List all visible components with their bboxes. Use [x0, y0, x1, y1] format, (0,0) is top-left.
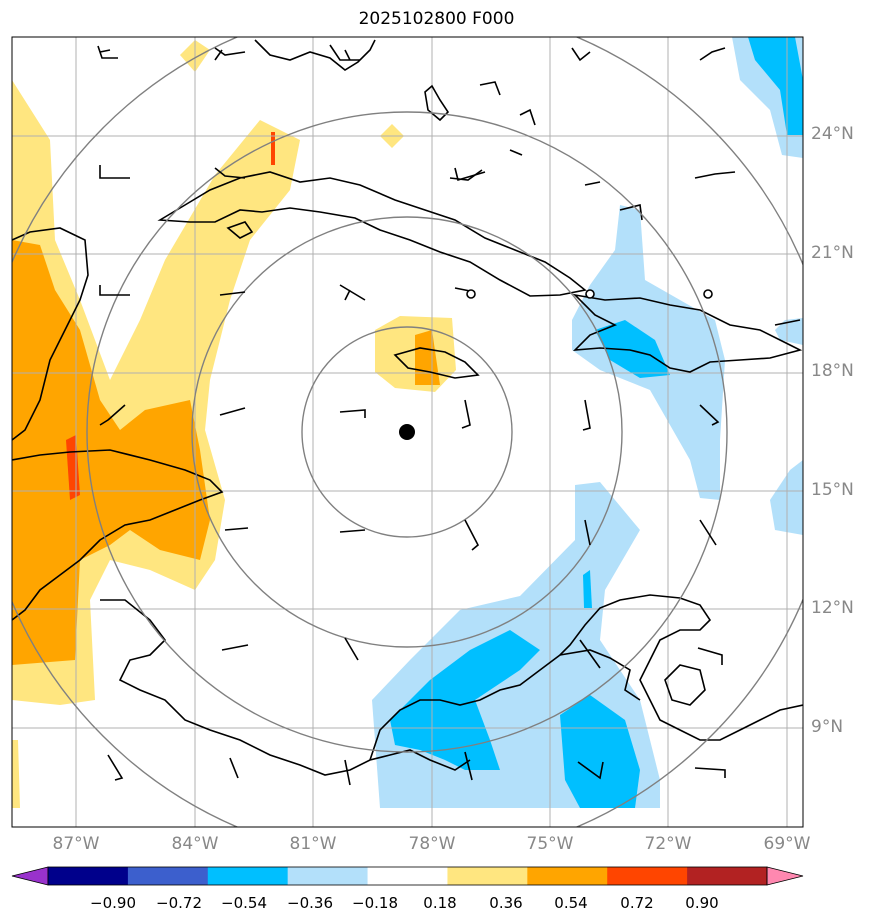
negative-fill-sliver	[583, 570, 592, 608]
colorbar-segment	[687, 867, 768, 885]
negative-fill-east-edge2	[775, 318, 803, 345]
coast-bahamas-2	[479, 81, 501, 96]
colorbar-segment	[607, 867, 688, 885]
lat-label-9: 9°N	[811, 717, 844, 737]
figure-title: 2025102800 F000	[358, 9, 515, 29]
colorbar-label: −0.18	[352, 894, 398, 912]
wind-barbs	[97, 44, 736, 786]
colorbar-label: 0.36	[489, 894, 523, 912]
coast-bahamas-3	[519, 108, 536, 126]
colorbar-segment	[447, 867, 528, 885]
coast-maracaibo	[664, 664, 706, 706]
coast-bahamas-1	[424, 84, 450, 122]
lon-label-84: 84°W	[171, 834, 219, 854]
colorbar-label: −0.54	[221, 894, 267, 912]
colorbar-segment	[287, 867, 369, 885]
coast-central-america	[12, 449, 224, 621]
station-markers	[466, 289, 713, 299]
lon-label-87: 87°W	[52, 834, 100, 854]
coast-bahamas-5	[449, 169, 483, 181]
colorbar-segment	[527, 867, 608, 885]
positive-fill-high-sliver	[271, 132, 275, 165]
lon-label-78: 78°W	[408, 834, 456, 854]
positive-fill-bottom-left	[12, 740, 20, 808]
contour-fills	[12, 37, 803, 808]
coast-bahamas-6	[584, 181, 601, 186]
coast-cuba	[157, 171, 587, 297]
colorbar-segment	[48, 867, 129, 885]
colorbar-label: −0.72	[156, 894, 202, 912]
coast-puerto-rico-hint	[774, 319, 801, 326]
colorbar-label: −0.90	[90, 894, 136, 912]
colorbar-label: 0.90	[685, 894, 719, 912]
lat-label-15: 15°N	[811, 480, 854, 500]
coast-hispaniola	[572, 293, 803, 373]
colorbar-label: 0.18	[423, 894, 457, 912]
negative-fill-south-mid2	[560, 695, 640, 808]
lon-label-69: 69°W	[763, 834, 811, 854]
colorbar-segment	[207, 867, 289, 885]
map-frame	[11, 36, 804, 828]
lat-label-12: 12°N	[811, 598, 854, 618]
colorbar-segment	[127, 867, 209, 885]
positive-fill-mid	[12, 240, 210, 665]
lon-label-72: 72°W	[644, 834, 692, 854]
coast-bahamas-4	[509, 149, 523, 156]
coast-florida	[254, 39, 376, 71]
colorbar	[11, 866, 804, 886]
colorbar-label: −0.36	[287, 894, 333, 912]
colorbar-frame	[47, 866, 768, 886]
negative-fill-south-mid	[390, 630, 540, 770]
lon-label-75: 75°W	[526, 834, 574, 854]
graticule	[12, 37, 803, 827]
lat-label-24: 24°N	[811, 124, 854, 144]
coast-isla-juventud	[226, 221, 254, 239]
storm-center-dot	[399, 424, 415, 440]
colorbar-segment	[367, 867, 448, 885]
colorbar-label: 0.54	[554, 894, 588, 912]
positive-fill-jamaica-mid	[415, 330, 440, 385]
negative-fill-hispaniola-mid	[595, 320, 670, 378]
colorbar-label: 0.72	[620, 894, 654, 912]
coast-jamaica	[393, 347, 480, 379]
negative-fill-northeast-mid	[748, 37, 803, 135]
lon-label-81: 81°W	[289, 834, 337, 854]
lat-label-18: 18°N	[811, 361, 854, 381]
range-rings	[12, 37, 803, 827]
lat-label-21: 21°N	[811, 243, 854, 263]
colorbar-extend-right	[766, 866, 804, 886]
coast-venezuela	[559, 649, 641, 701]
colorbar-extend-left	[11, 866, 49, 886]
coast-yucatan	[12, 227, 89, 441]
